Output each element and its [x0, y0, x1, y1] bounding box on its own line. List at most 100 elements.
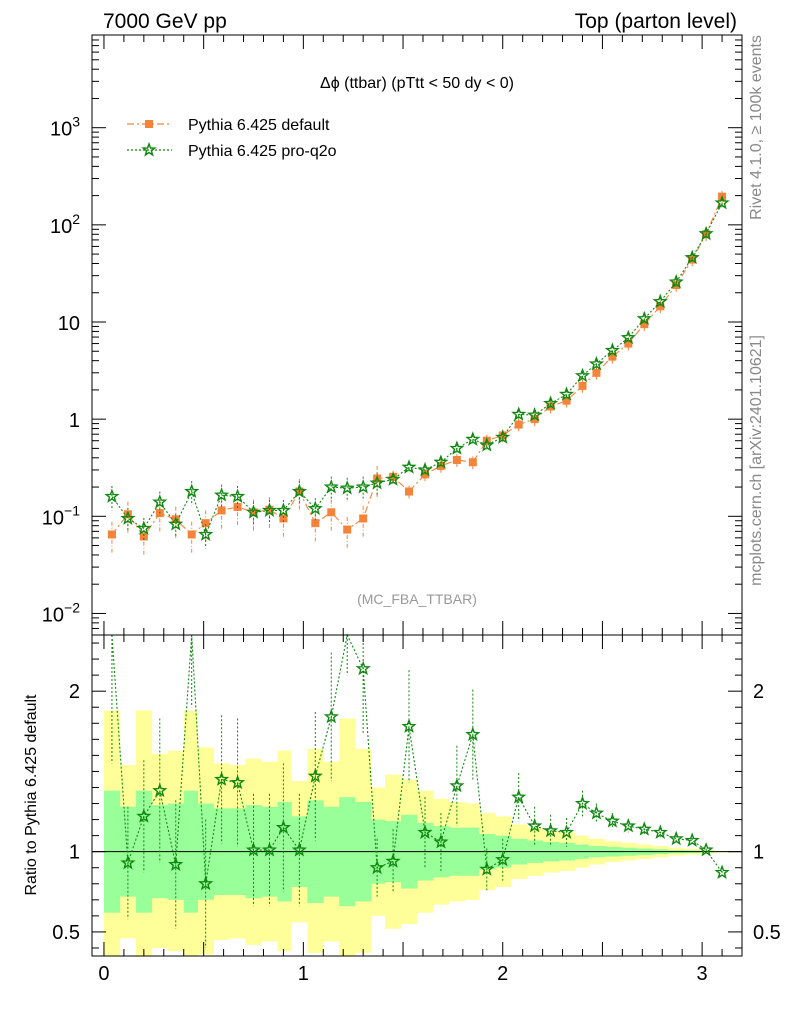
- pro-q2o-point: [558, 386, 575, 401]
- main-y-tick-label: 1: [69, 410, 80, 432]
- rivet-version-label: Rivet 4.1.0, ≥ 100k events: [748, 35, 765, 220]
- ratio-point: [526, 817, 543, 833]
- default-point: [187, 530, 196, 539]
- ratio-point: [511, 789, 527, 804]
- ratio-point: [433, 834, 449, 849]
- ratio-point: [652, 824, 668, 839]
- ratio-point: [465, 726, 481, 742]
- ratio-y-tick-label-right: 2: [753, 681, 764, 703]
- pro-q2o-point: [307, 500, 323, 516]
- ratio-point: [307, 768, 323, 783]
- pro-q2o-point: [229, 488, 246, 503]
- pro-q2o-point: [355, 479, 371, 494]
- header-right-label: Top (parton level): [575, 10, 737, 33]
- pro-q2o-point: [714, 194, 730, 210]
- default-point: [592, 368, 601, 377]
- default-point: [640, 320, 649, 329]
- pro-q2o-point: [152, 494, 168, 509]
- pro-q2o-point: [433, 454, 449, 469]
- ratio-series-layer: [111, 633, 730, 948]
- ratio-y-axis-label: Ratio to Pythia 6.425 default: [23, 694, 40, 896]
- default-point: [343, 525, 352, 534]
- legend-label-default: Pythia 6.425 default: [188, 117, 330, 134]
- ratio-point: [275, 819, 292, 835]
- pro-q2o-point: [385, 471, 401, 486]
- ratio-point: [698, 842, 714, 857]
- ratio-point: [558, 824, 575, 839]
- header-left-label: 7000 GeV pp: [103, 10, 227, 33]
- main-y-tick-label: 10−1: [42, 502, 80, 529]
- main-y-tick-label: 10−2: [42, 599, 80, 626]
- pro-q2o-point: [604, 342, 621, 357]
- default-point: [452, 455, 461, 464]
- ratio-point: [636, 821, 652, 836]
- main-y-tick-label: 10: [58, 313, 80, 335]
- ratio-x-tick-label: 0: [98, 963, 109, 985]
- main-panel: 10−2 10−1 1 10 102 103 Δϕ (ttbar) (pTtt < 50 …: [42, 34, 743, 636]
- default-point: [624, 339, 633, 348]
- ratio-x-tick-label: 3: [697, 963, 708, 985]
- pro-q2o-point: [526, 407, 543, 422]
- ratio-x-axis-ticks: 0 1 2 3: [98, 635, 743, 985]
- default-point: [249, 508, 258, 517]
- pro-q2o-point: [245, 504, 262, 519]
- ratio-point: [620, 817, 637, 833]
- pro-q2o-point: [136, 520, 152, 535]
- mcplots-reference-label: mcplots.cern.ch [arXiv:2401.10621]: [748, 335, 765, 586]
- default-point: [436, 461, 445, 470]
- ratio-y-axis-ticks: 0.5 0.5 1 1 2 2: [52, 642, 781, 949]
- pro-q2o-point: [184, 483, 200, 499]
- ratio-point: [401, 718, 417, 733]
- legend: Pythia 6.425 default Pythia 6.425 pro-q2…: [127, 117, 337, 160]
- main-y-tick-label: 102: [50, 211, 80, 238]
- default-point: [201, 519, 210, 528]
- pro-q2o-point: [417, 461, 433, 477]
- pro-q2o-point: [168, 516, 184, 531]
- legend-marker-pro-q2o: [141, 141, 157, 157]
- ratio-point: [168, 856, 184, 872]
- default-point: [279, 514, 288, 523]
- ratio-point: [449, 777, 465, 793]
- main-x-axis-ticks: [103, 35, 743, 635]
- ratio-point: [213, 771, 230, 786]
- ratio-point: [136, 808, 152, 823]
- ratio-point: [479, 861, 495, 876]
- pro-q2o-point: [588, 355, 605, 371]
- default-point: [327, 508, 336, 517]
- main-series-layer: [104, 190, 730, 555]
- ratio-point: [495, 851, 511, 867]
- pro-q2o-point: [120, 510, 136, 525]
- ratio-x-tick-label: 2: [497, 963, 508, 985]
- default-point: [405, 487, 414, 496]
- ratio-point: [684, 832, 700, 847]
- pro-q2o-point: [574, 367, 591, 383]
- pro-q2o-point: [198, 526, 214, 541]
- ratio-y-tick-label-left: 1: [69, 842, 80, 864]
- default-point: [562, 396, 571, 405]
- default-point: [498, 431, 507, 440]
- ratio-point: [385, 853, 401, 868]
- default-point: [139, 532, 148, 541]
- ratio-point: [355, 660, 371, 676]
- pro-q2o-point: [261, 502, 278, 517]
- ratio-point: [120, 854, 136, 870]
- pro-q2o-point: [104, 488, 120, 503]
- ratio-y-tick-label-left: 0.5: [52, 922, 80, 944]
- pro-q2o-point: [465, 431, 481, 446]
- ratio-point: [668, 830, 684, 846]
- legend-marker-default: [145, 120, 153, 128]
- pro-q2o-point: [401, 459, 417, 474]
- default-point: [514, 420, 523, 429]
- default-point: [311, 519, 320, 528]
- ratio-point: [588, 805, 605, 820]
- ratio-y-tick-label-left: 2: [69, 681, 80, 703]
- ratio-point: [229, 774, 246, 790]
- default-point: [359, 514, 368, 523]
- pro-q2o-point: [213, 487, 230, 502]
- legend-label-pro-q2o: Pythia 6.425 pro-q2o: [188, 143, 337, 160]
- default-point: [578, 381, 587, 390]
- ratio-y-tick-label-right: 0.5: [753, 922, 781, 944]
- main-y-axis-ticks: 10−2 10−1 1 10 102 103: [42, 34, 742, 636]
- main-plot-title: Δϕ (ttbar) (pTtt < 50 dy < 0): [320, 75, 514, 92]
